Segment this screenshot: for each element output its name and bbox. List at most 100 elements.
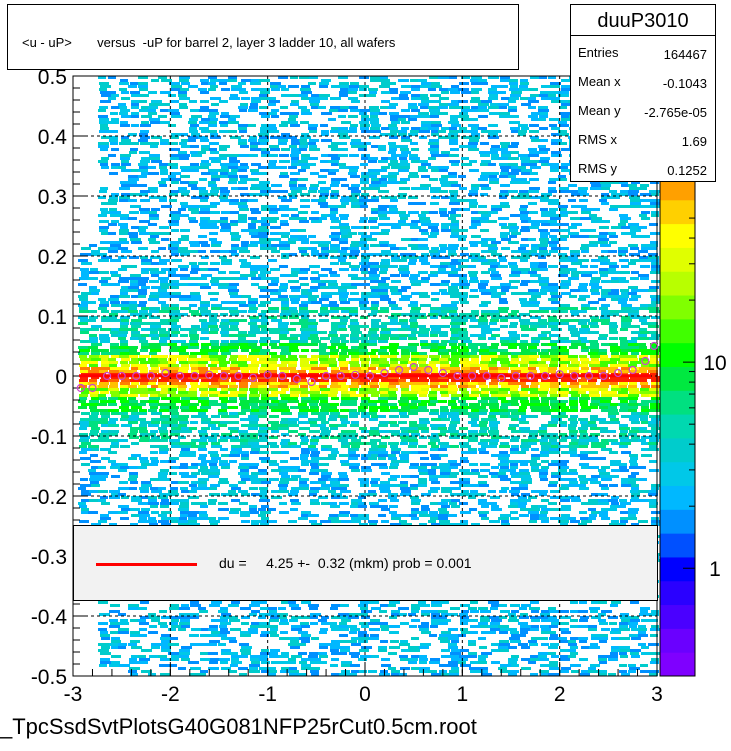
profile-point — [526, 371, 535, 381]
y-tick-label: -0.5 — [31, 666, 67, 689]
stats-row-rms-x: RMS x 1.69 — [571, 125, 715, 154]
profile-point — [467, 371, 477, 381]
profile-point — [321, 371, 331, 381]
x-tick-label: -2 — [161, 683, 180, 706]
x-tick-label: 0 — [359, 683, 371, 706]
y-tick-label: 0.4 — [38, 126, 68, 149]
profile-point — [482, 371, 491, 381]
palette-swatch — [660, 414, 695, 439]
profile-point — [380, 368, 389, 378]
y-tick-label: -0.4 — [31, 606, 68, 629]
profile-point — [438, 368, 447, 378]
profile-point — [161, 368, 170, 378]
profile-point — [88, 383, 97, 393]
x-tick-label: -3 — [64, 683, 83, 706]
profile-point — [394, 365, 404, 375]
profile-point — [234, 371, 243, 381]
stats-row-mean-x: Mean x -0.1043 — [571, 67, 715, 96]
chart-title: <u - uP> versus -uP for barrel 2, layer … — [22, 35, 396, 50]
y-tick-label: -0.2 — [31, 486, 67, 509]
stats-key: RMS x — [578, 132, 617, 147]
y-tick-label: 0.2 — [38, 246, 67, 269]
profile-point — [628, 365, 637, 375]
palette-swatch — [660, 295, 695, 320]
y-tick-label: 0.1 — [38, 306, 67, 329]
y-tick-label: 0 — [55, 366, 67, 389]
stats-value: 1.69 — [681, 134, 707, 149]
stats-key: Mean y — [578, 103, 621, 118]
stats-value: 0.1252 — [667, 163, 707, 178]
palette-swatch — [660, 366, 695, 391]
fit-legend: du = 4.25 +- 0.32 (mkm) prob = 0.001 — [73, 525, 658, 601]
stats-value: -2.765e-05 — [644, 105, 707, 120]
profile-point — [336, 371, 345, 381]
title-box: <u - uP> versus -uP for barrel 2, layer … — [7, 4, 519, 70]
palette-swatch — [660, 580, 695, 606]
palette-swatch — [660, 461, 695, 487]
profile-point — [584, 371, 593, 381]
profile-point — [146, 371, 155, 381]
profile-point — [307, 377, 316, 387]
stats-row-mean-y: Mean y -2.765e-05 — [571, 96, 715, 125]
profile-point — [263, 370, 272, 379]
y-tick-label: -0.3 — [31, 546, 67, 569]
y-tick-label: 0.5 — [38, 66, 67, 89]
profile-point — [292, 374, 301, 384]
profile-point — [555, 370, 564, 379]
profile-point — [190, 371, 199, 381]
profile-point — [365, 371, 374, 381]
palette-swatch — [660, 223, 695, 248]
stats-name: duuP3010 — [571, 5, 715, 36]
palette-swatch — [660, 556, 695, 582]
profile-point — [132, 371, 141, 381]
profile-point — [540, 371, 550, 381]
profile-point — [205, 370, 214, 379]
profile-points — [76, 341, 659, 393]
file-name-footer: _TpcSsdSvtPlotsG40G081NFP25rCut0.5cm.roo… — [0, 714, 477, 739]
profile-point — [599, 371, 608, 381]
stats-value: -0.1043 — [662, 76, 707, 91]
x-tick-label: 2 — [554, 683, 566, 706]
legend-text: du = 4.25 +- 0.32 (mkm) prob = 0.001 — [219, 555, 472, 571]
legend-line-sample — [96, 563, 197, 566]
palette-swatch — [660, 652, 695, 677]
profile-point — [102, 371, 112, 381]
profile-point — [424, 365, 433, 375]
palette-swatch — [660, 437, 695, 463]
palette-swatch — [660, 604, 695, 629]
stats-key: Entries — [578, 45, 619, 60]
profile-point — [570, 371, 579, 381]
profile-point — [76, 383, 85, 393]
stats-key: Mean x — [578, 74, 621, 89]
profile-point — [117, 371, 126, 381]
profile-point — [351, 370, 360, 379]
profile-point — [497, 373, 506, 382]
palette-swatch — [660, 247, 695, 272]
profile-point — [453, 371, 462, 381]
palette-swatch — [660, 509, 695, 534]
palette-label: 10 — [703, 352, 726, 375]
profile-point — [248, 373, 258, 382]
y-tick-label: 0.3 — [38, 186, 67, 209]
profile-point — [649, 341, 659, 351]
stats-row-entries: Entries 164467 — [571, 38, 715, 67]
stats-key: RMS y — [578, 161, 617, 176]
palette-swatch — [660, 199, 695, 225]
profile-point — [409, 362, 418, 372]
stats-value: 164467 — [663, 47, 707, 62]
palette-swatch — [660, 318, 695, 344]
profile-point — [641, 356, 650, 366]
palette-swatch — [660, 628, 695, 653]
profile-point — [175, 371, 185, 381]
x-tick-label: -1 — [258, 683, 277, 706]
x-tick-label: 1 — [456, 683, 468, 706]
palette-swatch — [660, 342, 695, 367]
x-tick-label: 3 — [651, 683, 663, 706]
stats-box: duuP3010 Entries 164467 Mean x -0.1043 M… — [570, 4, 716, 182]
palette-label: 1 — [709, 558, 721, 581]
palette-swatch — [660, 271, 695, 296]
y-tick-label: -0.1 — [31, 426, 67, 449]
profile-point — [219, 371, 228, 381]
profile-point — [511, 371, 520, 381]
palette-swatch — [660, 533, 695, 558]
